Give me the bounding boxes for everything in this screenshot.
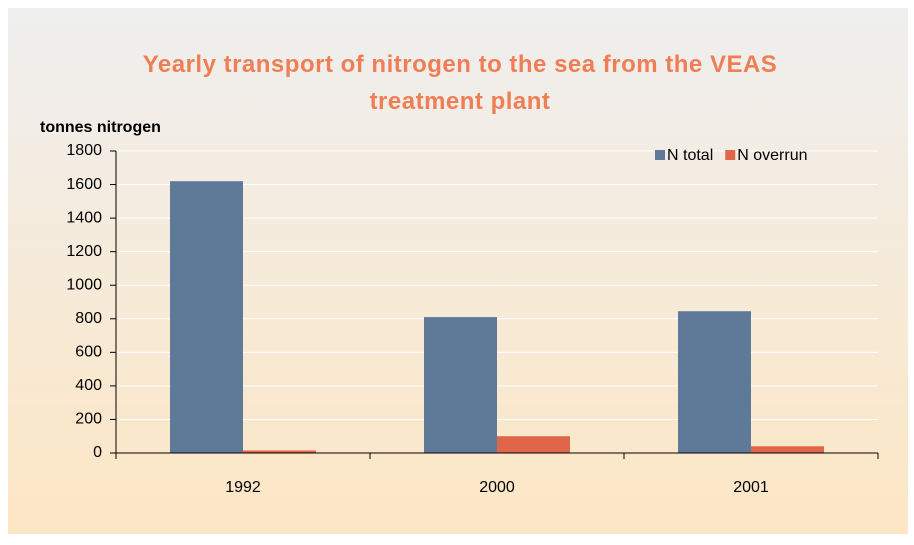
y-tick-label: 1800 [66, 142, 102, 159]
y-tick-label: 1600 [66, 176, 102, 193]
y-tick-label: 1400 [66, 209, 102, 226]
y-tick-label: 600 [75, 344, 102, 361]
x-tick-label: 2000 [479, 479, 515, 496]
y-axis-label: tonnes nitrogen [40, 119, 161, 136]
y-tick-label: 800 [75, 310, 102, 327]
x-tick-label: 2001 [733, 479, 769, 496]
legend-swatch [655, 150, 665, 160]
y-tick-label: 0 [93, 444, 102, 461]
legend-swatch [725, 150, 736, 160]
x-tick-label: 1992 [225, 479, 261, 496]
bar [424, 317, 497, 453]
y-tick-label: 400 [75, 377, 102, 394]
y-tick-label: 1000 [66, 276, 102, 293]
bar [497, 436, 570, 453]
chart-title: Yearly transport of nitrogen to the sea … [142, 51, 778, 115]
legend-label: N overrun [737, 147, 807, 164]
y-tick-label: 1200 [66, 243, 102, 260]
y-tick-label: 200 [75, 411, 102, 428]
legend-label: N total [667, 147, 713, 164]
bar [170, 181, 243, 453]
bar [243, 450, 316, 453]
bar [751, 446, 824, 453]
bar [678, 311, 751, 453]
